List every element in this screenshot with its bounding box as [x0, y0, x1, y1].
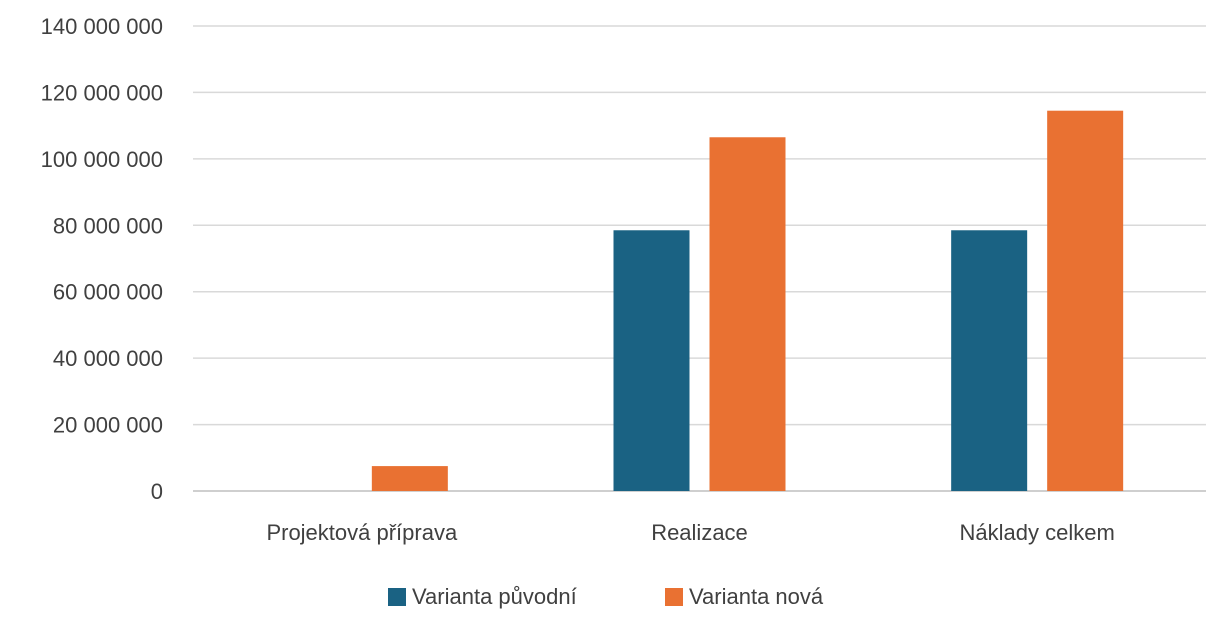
legend: Varianta původní Varianta nová: [388, 584, 824, 609]
legend-swatch: [665, 588, 683, 606]
category-label: Realizace: [651, 520, 748, 545]
bar-varianta-nova: [371, 466, 448, 491]
legend-label: Varianta nová: [689, 584, 824, 609]
y-tick-label: 0: [151, 479, 163, 504]
y-tick-label: 60 000 000: [53, 280, 163, 305]
category-label: Projektová příprava: [266, 520, 458, 545]
bar-varianta-puvodni: [613, 230, 690, 491]
category-label: Náklady celkem: [960, 520, 1115, 545]
y-tick-label: 80 000 000: [53, 213, 163, 238]
y-tick-label: 40 000 000: [53, 346, 163, 371]
y-tick-label: 100 000 000: [41, 147, 163, 172]
gridlines: [193, 25, 1206, 492]
bar-varianta-nova: [709, 137, 786, 491]
legend-label: Varianta původní: [412, 584, 577, 609]
bars: [371, 110, 1124, 492]
y-tick-label: 140 000 000: [41, 14, 163, 39]
legend-swatch: [388, 588, 406, 606]
bar-varianta-nova: [1047, 110, 1124, 492]
y-axis-ticks: 0 20 000 000 40 000 000 60 000 000 80 000 00…: [41, 14, 163, 504]
x-axis-categories: Projektová příprava Realizace Náklady celk…: [266, 520, 1114, 545]
bar-varianta-puvodni: [951, 230, 1028, 491]
y-tick-label: 120 000 000: [41, 80, 163, 105]
y-tick-label: 20 000 000: [53, 413, 163, 438]
